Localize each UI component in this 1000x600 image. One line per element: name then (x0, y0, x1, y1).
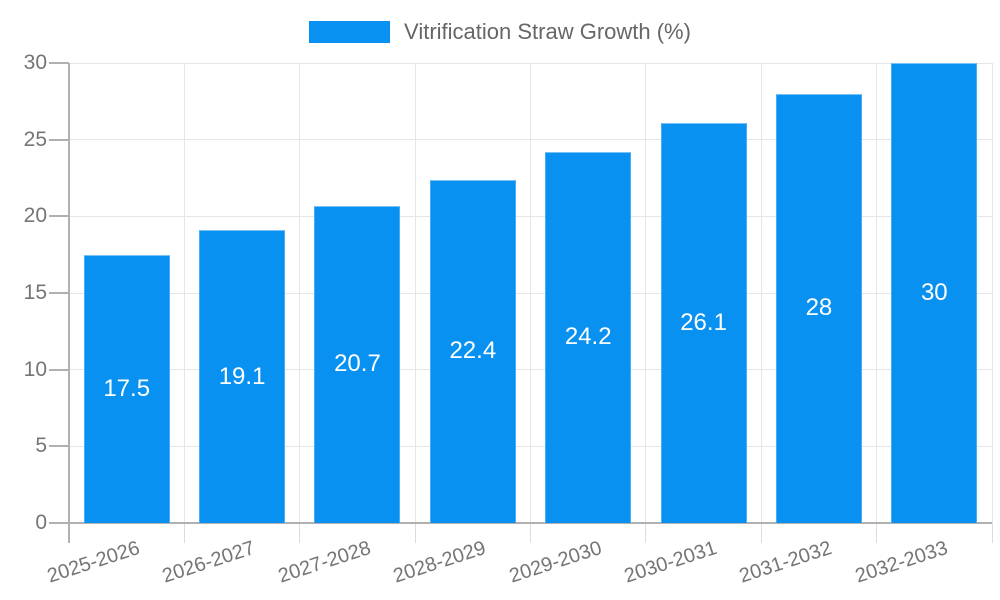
bar (199, 230, 286, 523)
legend-item[interactable]: Vitrification Straw Growth (%) (309, 19, 691, 45)
x-axis-tick-label: 2031-2032 (736, 537, 835, 588)
bar (314, 205, 401, 523)
y-axis-tick (49, 445, 69, 448)
y-axis-tick-label: 5 (35, 434, 47, 458)
x-axis-tick (645, 523, 647, 543)
x-axis-tick (876, 523, 878, 543)
y-axis-tick (49, 368, 69, 371)
bar (429, 179, 516, 523)
gridline-vertical (876, 63, 878, 523)
gridline-vertical (991, 63, 993, 523)
y-axis-tick-label: 30 (23, 51, 47, 74)
gridline-vertical (530, 63, 531, 523)
gridline-vertical (645, 63, 647, 523)
y-axis-tick (49, 62, 69, 64)
gridline-vertical (183, 63, 185, 523)
bar-value-label: 22.4 (449, 337, 497, 365)
bar-value-label: 17.5 (103, 374, 151, 402)
x-axis-tick-label: 2026-2027 (160, 537, 258, 588)
bar-value-label: 30 (920, 279, 948, 306)
x-axis-tick-label: 2027-2028 (275, 537, 374, 588)
gridline-vertical (299, 63, 301, 523)
x-axis-tick (760, 523, 762, 543)
bar (545, 151, 632, 523)
legend: Vitrification Straw Growth (%) (0, 19, 1000, 45)
bar-value-label: 28 (805, 294, 833, 322)
bar (891, 63, 978, 523)
x-axis-tick-label: 2028-2029 (390, 537, 489, 588)
x-axis-tick-label: 2030-2031 (621, 537, 720, 588)
y-axis-tick (49, 138, 69, 141)
x-axis-tick-label: 2032-2033 (852, 537, 951, 588)
bar-value-label: 20.7 (334, 350, 381, 378)
x-axis-tick (183, 523, 185, 543)
bar-value-label: 19.1 (218, 362, 266, 390)
legend-swatch (309, 21, 391, 43)
x-axis-tick (530, 523, 531, 543)
legend-label: Vitrification Straw Growth (%) (404, 19, 691, 44)
bar (83, 254, 170, 523)
y-axis-tick-label: 25 (23, 127, 47, 151)
y-axis-tick-label: 10 (23, 357, 47, 381)
y-axis-tick-label: 0 (35, 511, 47, 534)
x-axis-tick (299, 523, 301, 543)
x-axis-tick-label: 2025-2026 (44, 537, 143, 588)
bar (775, 93, 862, 523)
x-axis-tick (991, 523, 993, 543)
y-axis-tick-label: 15 (23, 281, 47, 304)
x-axis-tick (414, 523, 416, 543)
gridline-vertical (414, 63, 416, 523)
bar-value-label: 24.2 (564, 323, 612, 351)
y-axis-tick-label: 20 (23, 204, 47, 228)
bar-value-label: 26.1 (680, 308, 727, 336)
bar (660, 122, 747, 523)
y-axis-line (68, 63, 70, 543)
y-axis-tick (49, 215, 69, 218)
x-axis-tick-label: 2029-2030 (506, 537, 604, 588)
x-axis-line (49, 522, 992, 524)
gridline-vertical (760, 63, 762, 523)
y-axis-tick (49, 292, 69, 294)
